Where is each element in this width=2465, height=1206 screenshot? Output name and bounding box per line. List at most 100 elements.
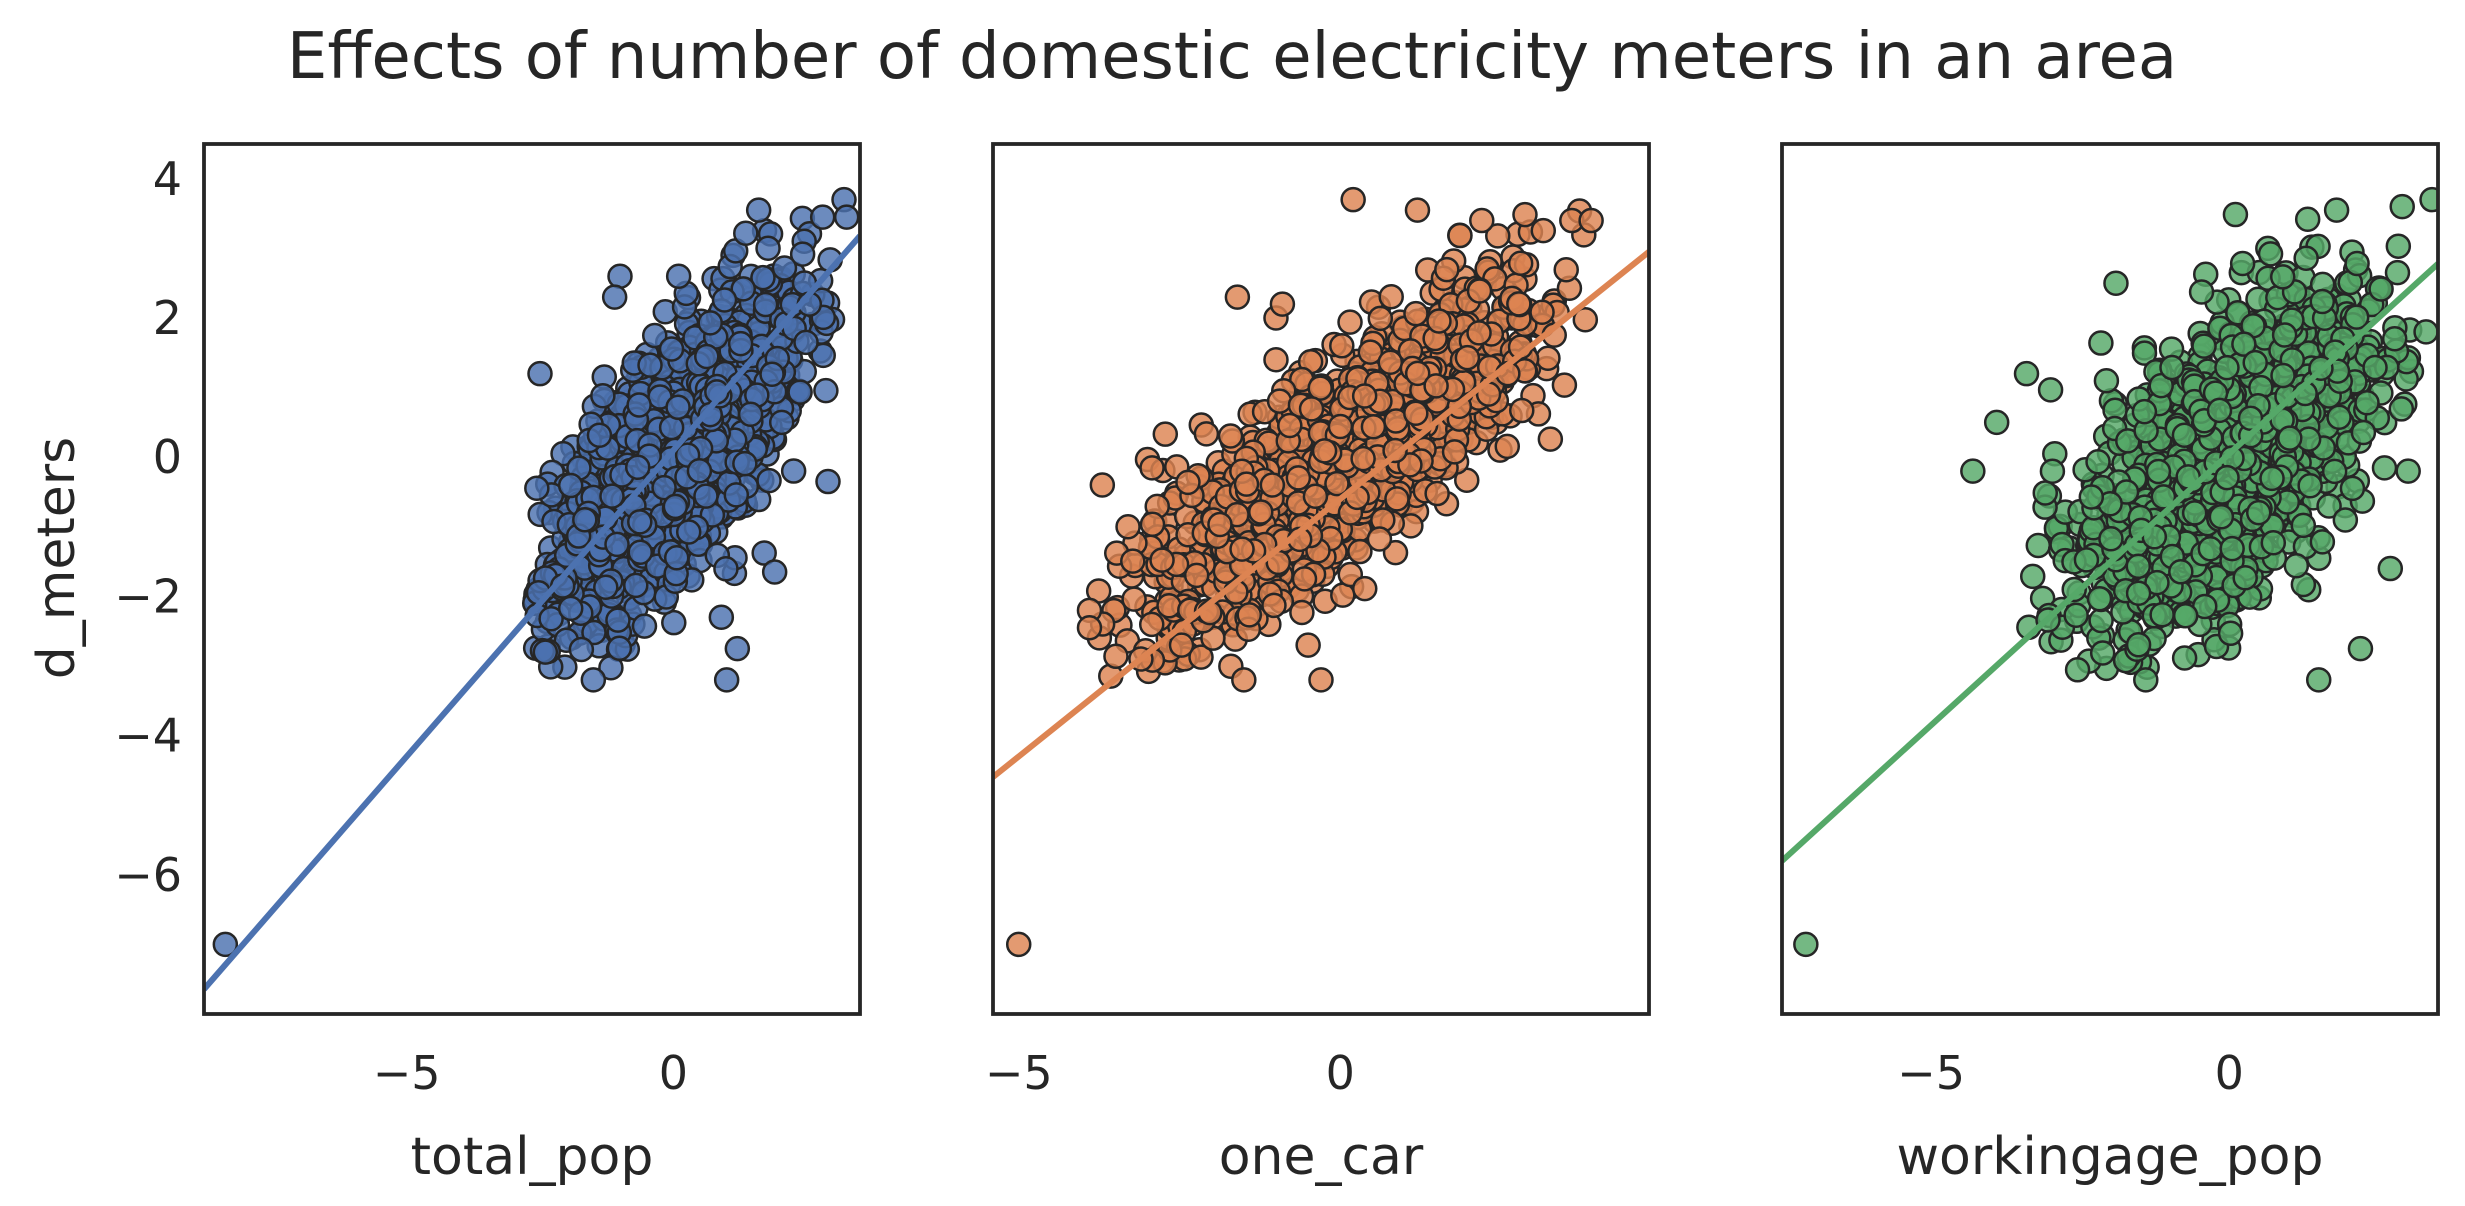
data-point xyxy=(2168,559,2194,585)
regression-line xyxy=(1782,261,2438,864)
data-point xyxy=(1382,539,1409,566)
data-point xyxy=(1183,562,1210,589)
x-tick-label: −5 xyxy=(373,1046,441,1100)
data-point xyxy=(2037,377,2064,403)
data-point xyxy=(693,483,719,509)
data-point xyxy=(2171,422,2198,448)
data-point xyxy=(1291,566,1318,592)
data-point xyxy=(2271,322,2298,348)
data-point xyxy=(604,531,630,558)
data-point xyxy=(2283,553,2310,579)
data-point xyxy=(1960,458,1986,484)
data-point xyxy=(2395,458,2421,484)
data-point xyxy=(1403,400,1429,426)
data-point xyxy=(1447,222,1473,249)
data-point xyxy=(833,204,860,230)
data-point xyxy=(2339,475,2366,502)
data-point xyxy=(2032,480,2059,506)
y-tick-label: −4 xyxy=(114,709,182,763)
data-point xyxy=(1494,433,1521,460)
data-point xyxy=(1285,465,1312,491)
data-point xyxy=(1537,426,1564,452)
data-point xyxy=(1529,299,1555,325)
data-point xyxy=(2316,493,2342,519)
data-point xyxy=(1269,291,1296,317)
data-point xyxy=(1384,486,1410,512)
data-point xyxy=(1103,643,1129,670)
data-point xyxy=(1298,396,1325,422)
data-point xyxy=(1121,586,1147,612)
data-point xyxy=(641,322,668,349)
data-point xyxy=(1005,931,1032,958)
data-point xyxy=(2326,404,2352,431)
data-point xyxy=(2145,458,2172,485)
data-point xyxy=(2063,602,2089,628)
data-point xyxy=(2188,279,2215,305)
data-point xyxy=(2085,448,2111,475)
data-point xyxy=(2368,276,2394,302)
data-point xyxy=(2385,233,2412,259)
data-point xyxy=(723,482,750,508)
data-point xyxy=(2214,464,2240,491)
data-point xyxy=(2019,563,2046,590)
data-point xyxy=(212,931,239,958)
data-point xyxy=(1352,575,1378,602)
x-tick-label: 0 xyxy=(1326,1046,1355,1100)
data-point xyxy=(1152,421,1179,447)
data-point xyxy=(751,540,777,566)
data-point xyxy=(1324,470,1350,497)
data-point xyxy=(2237,405,2264,431)
data-point xyxy=(1469,207,1495,234)
data-point xyxy=(663,545,690,571)
data-point xyxy=(2181,500,2208,526)
data-point xyxy=(2381,325,2408,352)
axes-frame xyxy=(991,142,1651,1016)
x-tick-label: −5 xyxy=(1897,1046,1965,1100)
data-point xyxy=(2219,535,2245,562)
data-point xyxy=(1535,345,1561,371)
data-point xyxy=(568,636,595,663)
x-tick-label: −5 xyxy=(985,1046,1053,1100)
data-point xyxy=(780,458,807,484)
y-axis-label: d_meters xyxy=(27,437,87,680)
data-point xyxy=(1266,388,1293,414)
data-point xyxy=(2172,602,2199,629)
data-point xyxy=(2086,585,2113,612)
data-point xyxy=(768,409,795,436)
data-point xyxy=(1156,593,1182,619)
x-axis-label: workingage_pop xyxy=(1897,1127,2324,1187)
data-point xyxy=(1530,217,1557,244)
data-point xyxy=(727,330,754,357)
data-point xyxy=(2321,458,2348,485)
data-point xyxy=(2088,330,2114,356)
data-point xyxy=(1793,931,1819,958)
x-tick-label: 0 xyxy=(2215,1046,2244,1100)
data-point xyxy=(675,519,702,545)
data-point xyxy=(1377,349,1404,375)
data-point xyxy=(637,352,663,378)
panel-2: −5 0 one_car xyxy=(985,142,1651,1187)
data-point xyxy=(1089,472,1116,498)
data-point xyxy=(2206,397,2233,424)
data-point xyxy=(580,667,607,693)
data-point xyxy=(2150,484,2177,510)
data-point xyxy=(1277,412,1303,439)
data-point xyxy=(1139,455,1165,481)
data-point xyxy=(2297,472,2323,499)
data-point xyxy=(658,336,685,362)
data-point xyxy=(2217,620,2244,647)
data-point xyxy=(2354,390,2380,416)
data-point xyxy=(524,475,550,501)
data-point xyxy=(1138,611,1165,638)
data-point xyxy=(1248,499,1274,525)
data-point xyxy=(1327,413,1354,440)
data-point xyxy=(593,574,619,600)
data-point xyxy=(2232,564,2258,591)
data-point xyxy=(527,360,553,387)
data-point xyxy=(2149,602,2175,628)
data-point xyxy=(750,264,776,291)
data-point xyxy=(1139,511,1166,538)
data-point xyxy=(1295,632,1321,658)
data-point xyxy=(2131,340,2158,366)
data-point xyxy=(813,377,839,404)
